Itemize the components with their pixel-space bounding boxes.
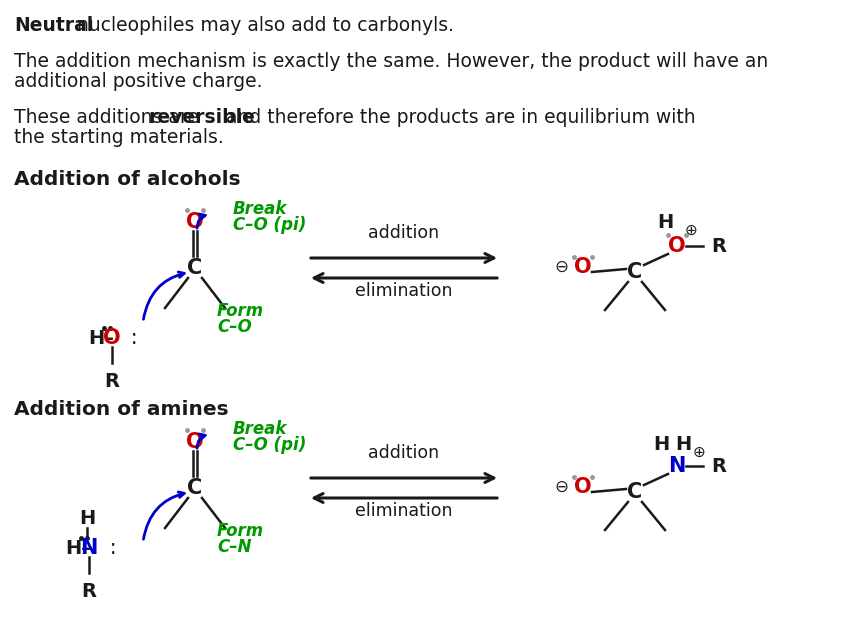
Text: C: C [187,478,203,498]
Text: elimination: elimination [355,502,453,520]
Text: reversible: reversible [148,108,255,127]
Text: C: C [627,482,643,502]
Text: elimination: elimination [355,282,453,300]
Text: Break: Break [233,200,288,218]
Text: The addition mechanism is exactly the same. However, the product will have an: The addition mechanism is exactly the sa… [14,52,768,71]
Text: Break: Break [233,420,288,438]
Text: Neutral: Neutral [14,16,94,35]
Text: R: R [711,457,726,475]
Text: H–: H– [65,538,91,558]
Text: Addition of amines: Addition of amines [14,400,229,419]
Text: O: O [574,257,591,277]
Text: addition: addition [368,224,440,242]
Text: N: N [669,456,686,476]
Text: C–O (pi): C–O (pi) [233,216,307,234]
Text: C–O (pi): C–O (pi) [233,436,307,454]
Text: Form: Form [217,522,264,540]
Text: C–N: C–N [217,538,251,556]
Text: and therefore the products are in equilibrium with: and therefore the products are in equili… [220,108,695,127]
Text: the starting materials.: the starting materials. [14,128,223,147]
Text: O: O [186,432,204,452]
Text: C–O: C–O [217,318,252,336]
Text: addition: addition [368,444,440,462]
Text: ⊕: ⊕ [685,222,697,237]
Text: H: H [653,435,669,453]
Text: ⊕: ⊕ [693,445,706,460]
Text: O: O [186,212,204,232]
Text: ⊖: ⊖ [554,258,568,276]
Text: :: : [124,328,138,348]
Text: :: : [103,538,117,558]
Text: R: R [105,372,120,391]
Text: H: H [79,509,95,528]
Text: These additions are: These additions are [14,108,205,127]
Text: H: H [657,212,673,232]
Text: Form: Form [217,302,264,320]
Text: H–: H– [88,328,113,347]
Text: O: O [669,236,686,256]
Text: C: C [187,258,203,278]
Text: R: R [711,237,726,256]
Text: ⊖: ⊖ [554,478,568,496]
Text: R: R [81,582,96,601]
Text: H: H [675,435,691,453]
Text: O: O [574,477,591,497]
Text: additional positive charge.: additional positive charge. [14,72,262,91]
Text: O: O [103,328,121,348]
Text: N: N [81,538,98,558]
Text: Addition of alcohols: Addition of alcohols [14,170,241,189]
Text: nucleophiles may also add to carbonyls.: nucleophiles may also add to carbonyls. [71,16,454,35]
Text: C: C [627,262,643,282]
